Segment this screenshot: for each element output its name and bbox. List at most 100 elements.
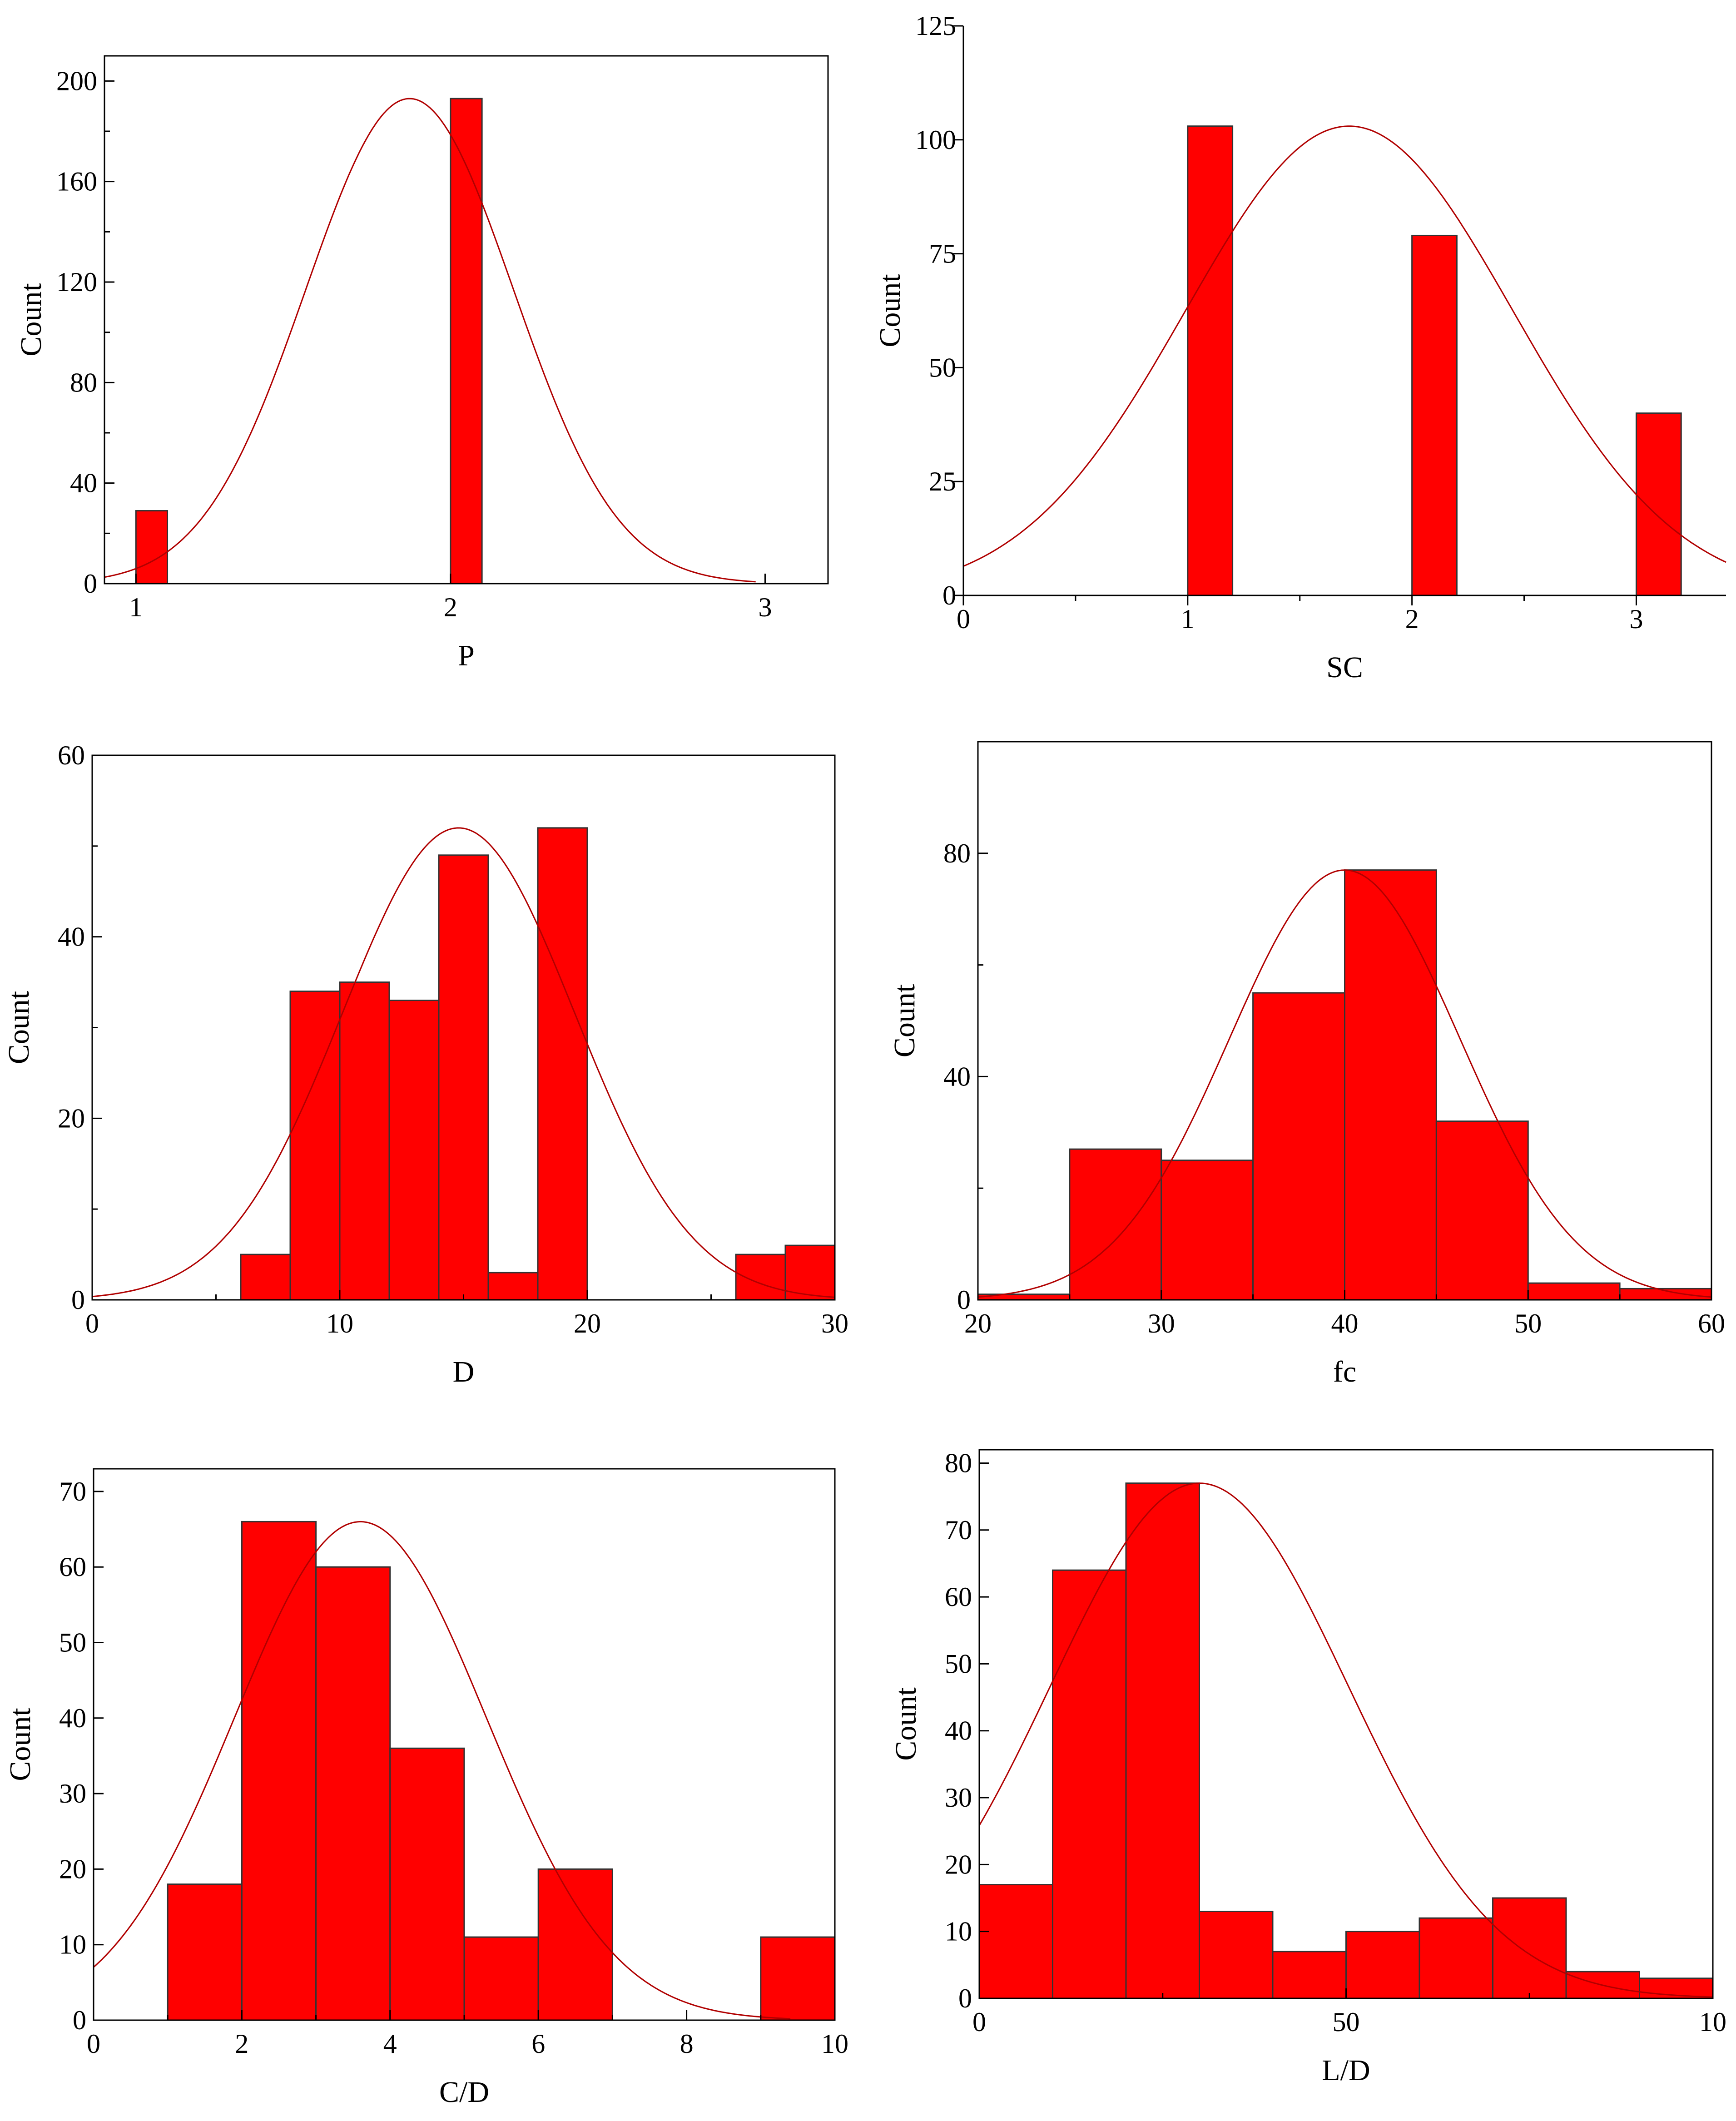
y-axis-label: Count	[15, 283, 48, 356]
normal-fit-curve	[93, 1521, 791, 2020]
y-tick-label: 20	[58, 1103, 85, 1133]
y-tick-label: 70	[59, 1477, 86, 1507]
histogram-bar	[1527, 1282, 1621, 1301]
y-tick-label: 0	[942, 580, 956, 610]
x-tick-label: 6	[531, 2029, 545, 2059]
histogram-bar	[1345, 1931, 1420, 1999]
y-tick-label: 40	[58, 922, 85, 952]
y-tick-label: 10	[945, 1917, 972, 1947]
histogram-bar	[450, 98, 483, 585]
x-tick-label: 0	[85, 1308, 99, 1338]
histogram-bar	[389, 1747, 465, 2021]
histogram-bar	[463, 1936, 539, 2021]
normal-fit-curve	[104, 98, 756, 583]
chart-fc: 20 30 40 50 60 0 40 80 fc Count	[888, 741, 1725, 1388]
x-axis-label: C/D	[439, 2076, 489, 2109]
y-axis-label: Count	[889, 1687, 923, 1760]
x-axis-label: D	[453, 1355, 475, 1388]
y-tick-label: 40	[59, 1703, 86, 1733]
x-tick-label: 0	[972, 2007, 986, 2037]
y-tick-label: 60	[58, 740, 85, 770]
x-tick-label: 20	[574, 1308, 601, 1338]
x-tick-label: 2	[444, 592, 457, 622]
y-tick-label: 30	[59, 1779, 86, 1809]
x-tick-label: 3	[1629, 604, 1643, 634]
histogram-bar	[735, 1254, 786, 1301]
x-tick-label: 3	[758, 592, 772, 622]
y-axis-label: Count	[888, 984, 921, 1057]
x-tick-label: 4	[383, 2029, 397, 2059]
histogram-bar	[135, 510, 169, 585]
x-tick-label: 60	[1698, 1308, 1725, 1338]
histogram-bar	[1272, 1951, 1347, 1999]
y-tick-label: 0	[957, 1285, 971, 1315]
x-tick-label: 20	[964, 1308, 992, 1338]
histogram-bar	[760, 1936, 836, 2021]
histogram-bar	[1125, 1482, 1200, 1999]
histogram-bar	[339, 981, 390, 1301]
histogram-bar	[1435, 1120, 1529, 1301]
y-tick-label: 60	[945, 1582, 972, 1612]
histogram-bar	[1252, 992, 1345, 1301]
x-tick-label: 2	[235, 2029, 248, 2059]
y-tick-label: 200	[56, 66, 97, 96]
y-tick-label: 0	[84, 569, 97, 599]
y-tick-label: 25	[929, 466, 956, 496]
y-tick-label: 50	[59, 1627, 86, 1657]
y-tick-label: 40	[945, 1716, 972, 1746]
histogram-bar	[977, 1293, 1071, 1301]
y-tick-label: 100	[915, 125, 956, 155]
y-tick-label: 40	[943, 1061, 971, 1091]
histogram-bar	[240, 1254, 291, 1301]
chart-cd: 0 2 4 6 8 10 0 10 20 30 40 50 60 70 C/D Count	[4, 1468, 848, 2109]
plot-frame	[104, 55, 829, 585]
y-tick-label: 120	[56, 267, 97, 297]
normal-fit-curve	[92, 827, 835, 1298]
y-axis-label: Count	[4, 1708, 37, 1781]
y-tick-label: 60	[59, 1552, 86, 1582]
y-axis-label: Count	[873, 274, 907, 347]
y-tick-label: 0	[71, 1285, 85, 1315]
y-tick-label: 40	[70, 468, 97, 498]
histogram-bar	[1419, 1917, 1493, 1999]
normal-fit-curve	[977, 869, 1712, 1298]
y-tick-label: 160	[56, 167, 97, 197]
x-tick-label: 2	[1405, 604, 1419, 634]
x-axis-label: SC	[1326, 651, 1363, 684]
x-tick-label: 10	[1699, 2007, 1726, 2037]
histogram-bar	[167, 1883, 243, 2021]
y-tick-label: 10	[59, 1930, 86, 1960]
histogram-bar	[1411, 234, 1458, 596]
histogram-bar	[487, 1272, 539, 1301]
y-tick-label: 80	[943, 838, 971, 868]
y-tick-label: 80	[945, 1448, 972, 1478]
histogram-bar	[1052, 1569, 1127, 1999]
x-tick-label: 1	[1181, 604, 1195, 634]
y-tick-label: 50	[929, 352, 956, 382]
x-axis-label: L/D	[1322, 2054, 1370, 2087]
y-tick-label: 0	[73, 2005, 86, 2035]
x-axis-label: P	[458, 639, 475, 672]
y-tick-label: 75	[929, 239, 956, 269]
y-tick-label: 50	[945, 1649, 972, 1679]
histogram-bar	[289, 991, 341, 1301]
histogram-bar	[1161, 1160, 1254, 1301]
x-tick-label: 30	[1148, 1308, 1175, 1338]
x-tick-label: 40	[1331, 1308, 1359, 1338]
chart-p: 1 2 3 0 40 80 120 160 200 P Count	[15, 55, 829, 672]
y-tick-label: 20	[59, 1854, 86, 1884]
histogram-bar	[1344, 869, 1437, 1301]
histogram-bar	[537, 1868, 613, 2021]
x-tick-label: 50	[1514, 1308, 1542, 1338]
x-tick-label: 8	[680, 2029, 694, 2059]
x-axis-label: fc	[1333, 1355, 1356, 1388]
y-tick-label: 20	[945, 1849, 972, 1879]
normal-fit-curve	[978, 1482, 1713, 1998]
x-tick-label: 50	[1333, 2007, 1360, 2037]
histogram-bar	[1187, 125, 1234, 596]
histogram-bar	[388, 1000, 440, 1301]
x-tick-label: 1	[129, 592, 143, 622]
histogram-bar	[1635, 412, 1682, 596]
histogram-bar	[1199, 1910, 1274, 1999]
y-tick-label: 125	[915, 11, 956, 41]
